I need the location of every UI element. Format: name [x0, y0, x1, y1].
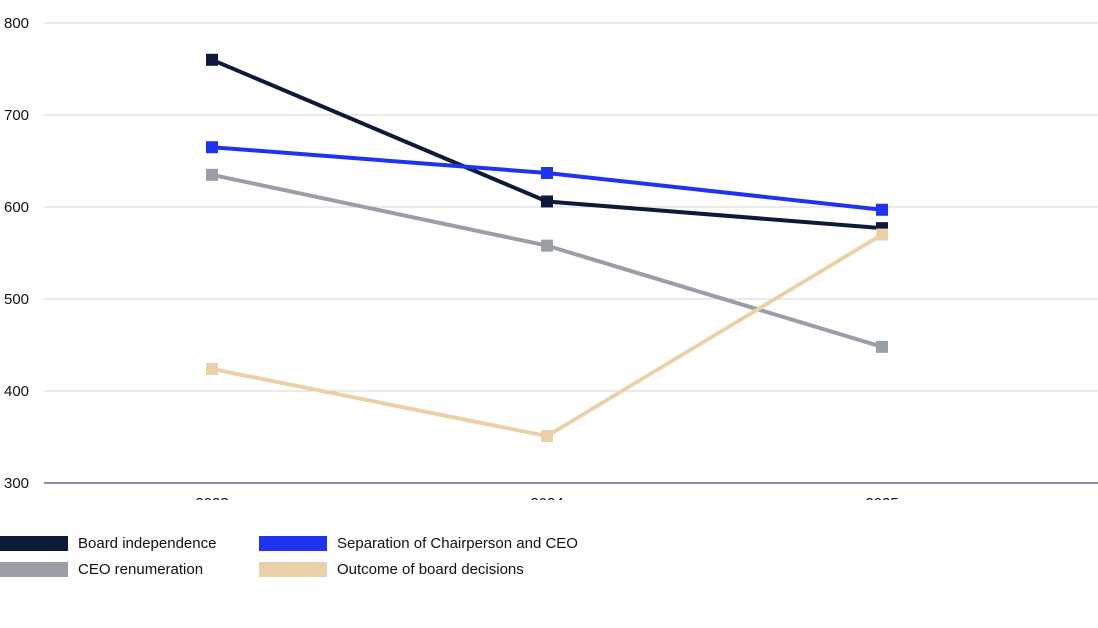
- grid-lines: [44, 22, 1098, 484]
- data-point-separation-of-chairperson-and-ceo-2023: [206, 141, 218, 154]
- legend-swatch-outcome-board-decisions: [259, 561, 327, 577]
- x-tick-label-2024: 2024: [530, 495, 563, 500]
- legend-swatch-board-independence: [0, 535, 68, 551]
- legend-label-ceo-renumeration: CEO renumeration: [78, 560, 204, 578]
- legend-label-separation-chairperson-ceo: Separation of Chairperson and CEO: [337, 534, 578, 552]
- y-tick-label-600: 600: [4, 199, 29, 216]
- data-point-outcome-of-board-decisions-2024: [541, 430, 553, 443]
- legend-item-outcome-board-decisions: Outcome of board decisions: [259, 558, 524, 580]
- y-tick-label-400: 400: [4, 383, 29, 400]
- x-tick-label-2023: 2023: [195, 495, 228, 500]
- data-point-ceo-renumeration-2025: [876, 340, 888, 353]
- legend-label-outcome-board-decisions: Outcome of board decisions: [337, 560, 524, 578]
- legend-swatch-separation-chairperson-ceo: [259, 535, 327, 551]
- line-chart: 300 400 500 600 700 800 2023 2024 2025: [4, 15, 1098, 500]
- y-tick-label-300: 300: [4, 475, 29, 492]
- data-point-separation-of-chairperson-and-ceo-2025: [876, 203, 888, 216]
- data-point-board-independence-2023: [206, 53, 218, 66]
- x-axis-tick-labels: 2023 2024 2025: [195, 495, 898, 500]
- legend-item-separation-chairperson-ceo: Separation of Chairperson and CEO: [259, 532, 578, 554]
- y-tick-label-700: 700: [4, 107, 29, 124]
- legend-item-board-independence: Board independence: [0, 532, 216, 554]
- y-tick-label-800: 800: [4, 15, 29, 32]
- series-markers: [206, 53, 888, 443]
- data-point-ceo-renumeration-2023: [206, 168, 218, 181]
- data-point-ceo-renumeration-2024: [541, 239, 553, 252]
- y-axis-tick-labels: 300 400 500 600 700 800: [4, 15, 29, 492]
- y-tick-label-500: 500: [4, 291, 29, 308]
- legend-item-ceo-renumeration: CEO renumeration: [0, 558, 203, 580]
- data-point-outcome-of-board-decisions-2025: [876, 228, 888, 241]
- data-point-board-independence-2024: [541, 195, 553, 208]
- data-point-outcome-of-board-decisions-2023: [206, 362, 218, 375]
- data-point-separation-of-chairperson-and-ceo-2024: [541, 166, 553, 179]
- series-line-outcome-of-board-decisions: [211, 232, 884, 439]
- x-tick-label-2025: 2025: [865, 495, 898, 500]
- legend-swatch-ceo-renumeration: [0, 561, 68, 577]
- legend-label-board-independence: Board independence: [78, 534, 217, 552]
